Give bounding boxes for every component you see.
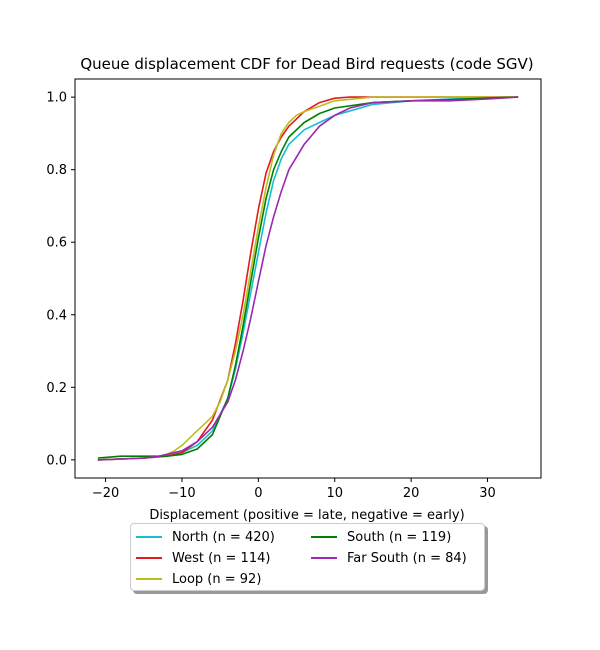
y-tick-label: 0.8	[46, 163, 67, 178]
legend-label: Loop (n = 92)	[172, 571, 262, 587]
legend-swatch	[311, 536, 337, 538]
plot-frame	[74, 78, 542, 479]
x-axis-label: Displacement (positive = late, negative …	[149, 508, 464, 523]
legend-swatch	[136, 557, 162, 559]
y-tick-label: 0.6	[46, 236, 67, 251]
plot-area	[97, 96, 519, 461]
legend-label: West (n = 114)	[172, 550, 271, 566]
y-tick-label: 1.0	[46, 91, 67, 106]
legend-label: Far South (n = 84)	[347, 550, 467, 566]
x-tick-label: −20	[92, 486, 119, 501]
y-axis: 0.0 0.2 0.4 0.6 0.8 1.0	[46, 91, 75, 468]
x-tick-label: −10	[168, 486, 195, 501]
series-line-5	[97, 96, 519, 461]
series-line-2	[97, 96, 519, 461]
chart-title: Queue displacement CDF for Dead Bird req…	[80, 55, 533, 73]
legend-swatch	[136, 536, 162, 538]
x-axis: −20 −10 0 10 20 30	[92, 478, 496, 501]
legend-label: North (n = 420)	[172, 529, 275, 545]
legend-swatch	[311, 557, 337, 559]
legend-label: South (n = 119)	[347, 529, 452, 545]
legend-item: Far South (n = 84)	[311, 549, 467, 567]
legend-item: West (n = 114)	[136, 549, 270, 567]
legend-swatch	[136, 578, 162, 580]
legend-item: Loop (n = 92)	[136, 570, 261, 588]
legend-item: South (n = 119)	[311, 528, 451, 546]
y-tick-label: 0.4	[46, 308, 67, 323]
legend: North (n = 420) West (n = 114) Loop (n = 9…	[130, 523, 485, 591]
x-tick-label: 20	[403, 486, 420, 501]
y-tick-label: 0.2	[46, 381, 67, 396]
legend-item: North (n = 420)	[136, 528, 275, 546]
series-line-4	[97, 96, 519, 459]
series-line-3	[97, 96, 519, 461]
series-line-1	[97, 96, 519, 461]
y-tick-label: 0.0	[46, 453, 67, 468]
x-tick-label: 10	[326, 486, 343, 501]
x-tick-label: 30	[479, 486, 496, 501]
x-tick-label: 0	[254, 486, 262, 501]
